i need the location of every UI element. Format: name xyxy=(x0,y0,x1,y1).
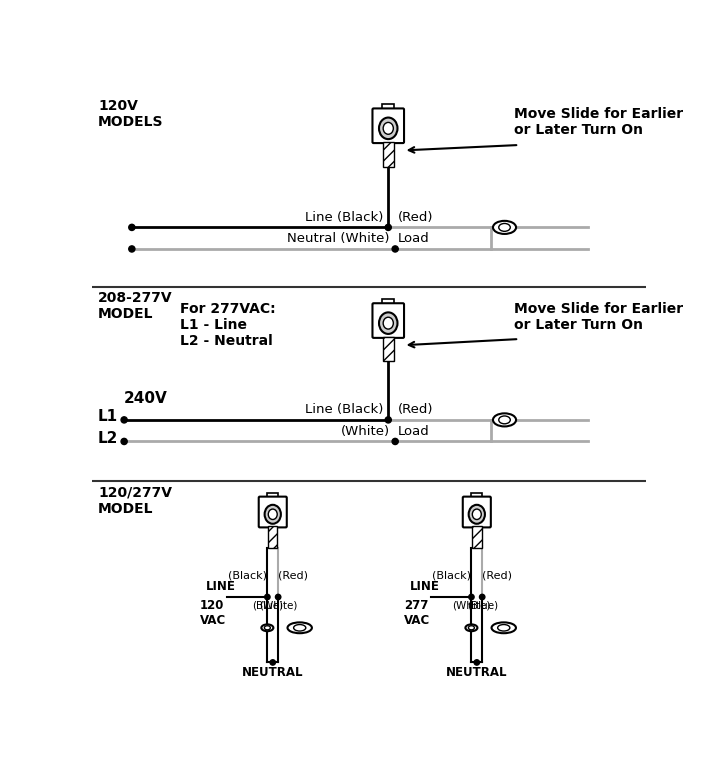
FancyBboxPatch shape xyxy=(463,496,491,527)
Bar xyxy=(383,337,394,361)
Text: 120V
MODELS: 120V MODELS xyxy=(98,99,163,129)
Ellipse shape xyxy=(383,123,393,134)
Ellipse shape xyxy=(499,416,510,424)
Ellipse shape xyxy=(287,622,312,633)
Text: 277
VAC: 277 VAC xyxy=(404,598,430,627)
Text: (Blue): (Blue) xyxy=(467,601,498,611)
Ellipse shape xyxy=(261,625,274,631)
Text: (Black): (Black) xyxy=(433,571,472,581)
Text: LINE: LINE xyxy=(206,580,235,593)
Text: LINE: LINE xyxy=(410,580,440,593)
Text: 240V: 240V xyxy=(124,391,168,406)
Text: (Red): (Red) xyxy=(278,571,308,581)
Text: (Blue): (Blue) xyxy=(252,601,283,611)
Circle shape xyxy=(129,245,135,252)
Text: (White): (White) xyxy=(341,425,390,438)
Ellipse shape xyxy=(469,626,474,630)
Ellipse shape xyxy=(379,313,397,334)
Text: NEUTRAL: NEUTRAL xyxy=(242,666,304,679)
Circle shape xyxy=(121,438,127,445)
Ellipse shape xyxy=(472,509,481,520)
Text: Move Slide for Earlier
or Later Turn On: Move Slide for Earlier or Later Turn On xyxy=(514,107,683,137)
Ellipse shape xyxy=(264,626,271,630)
Text: (Red): (Red) xyxy=(397,211,433,224)
Circle shape xyxy=(469,594,474,600)
Ellipse shape xyxy=(265,505,281,523)
Ellipse shape xyxy=(493,221,516,234)
Text: (White): (White) xyxy=(452,601,490,611)
Circle shape xyxy=(385,225,392,231)
Text: L2: L2 xyxy=(98,431,118,446)
Text: (Red): (Red) xyxy=(482,571,512,581)
Text: (White): (White) xyxy=(259,601,297,611)
Bar xyxy=(267,493,278,498)
Ellipse shape xyxy=(465,625,477,631)
Text: 120
VAC: 120 VAC xyxy=(199,598,226,627)
Circle shape xyxy=(385,417,392,423)
Circle shape xyxy=(474,660,480,665)
FancyBboxPatch shape xyxy=(372,303,404,338)
FancyBboxPatch shape xyxy=(258,496,287,527)
Bar xyxy=(383,142,394,167)
Circle shape xyxy=(276,594,281,600)
Circle shape xyxy=(265,594,270,600)
Circle shape xyxy=(270,660,276,665)
Ellipse shape xyxy=(499,223,510,232)
Ellipse shape xyxy=(493,413,516,426)
Text: (Red): (Red) xyxy=(397,403,433,416)
Bar xyxy=(268,527,277,548)
Text: L1: L1 xyxy=(98,409,118,425)
Ellipse shape xyxy=(379,117,397,139)
Ellipse shape xyxy=(269,509,277,520)
Circle shape xyxy=(392,438,398,445)
Text: Line (Black): Line (Black) xyxy=(305,403,384,416)
Text: 120/277V
MODEL: 120/277V MODEL xyxy=(98,486,172,516)
Ellipse shape xyxy=(498,625,510,631)
Ellipse shape xyxy=(294,625,306,631)
Bar xyxy=(472,527,482,548)
Bar xyxy=(382,104,395,110)
Circle shape xyxy=(392,245,398,252)
Text: Line (Black): Line (Black) xyxy=(305,211,384,224)
Text: Neutral (White): Neutral (White) xyxy=(287,232,390,245)
FancyBboxPatch shape xyxy=(372,108,404,143)
Text: Move Slide for Earlier
or Later Turn On: Move Slide for Earlier or Later Turn On xyxy=(514,302,683,332)
Bar xyxy=(472,493,482,498)
Circle shape xyxy=(129,225,135,231)
Text: For 277VAC:
L1 - Line
L2 - Neutral: For 277VAC: L1 - Line L2 - Neutral xyxy=(180,302,276,348)
Text: Load: Load xyxy=(397,232,429,245)
Ellipse shape xyxy=(492,622,516,633)
Ellipse shape xyxy=(383,317,393,329)
Ellipse shape xyxy=(469,505,485,523)
Text: Load: Load xyxy=(397,425,429,438)
Circle shape xyxy=(121,417,127,423)
Bar xyxy=(382,299,395,304)
Circle shape xyxy=(480,594,485,600)
Text: 208-277V
MODEL: 208-277V MODEL xyxy=(98,291,173,321)
Text: (Black): (Black) xyxy=(228,571,267,581)
Text: NEUTRAL: NEUTRAL xyxy=(446,666,508,679)
